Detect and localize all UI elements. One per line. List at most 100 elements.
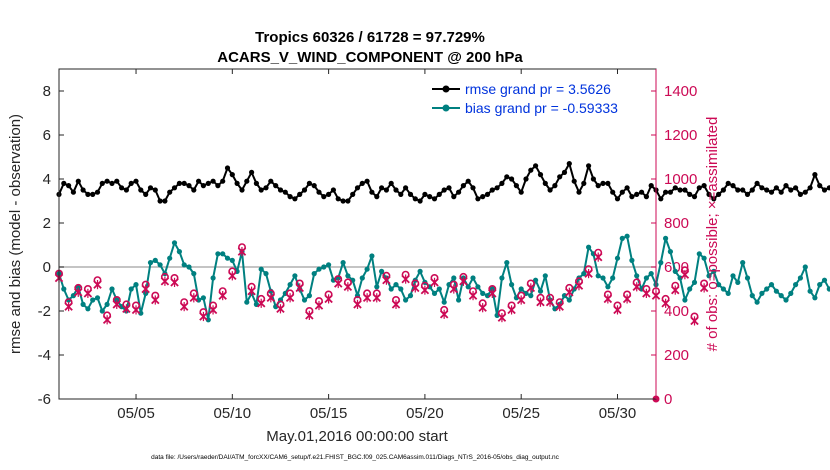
bias-point [407,293,414,299]
rmse-point [826,185,830,191]
rmse-point [229,172,235,178]
rmse-point [547,187,553,193]
obs-assimilated-marker [430,277,439,287]
rmse-point [186,183,192,189]
obs-assimilated-marker [208,305,218,315]
rmse-point [691,194,698,200]
obs-assimilated-marker [362,293,372,303]
rmse-point [744,191,751,197]
rmse-point [528,167,534,173]
rmse-point [470,185,476,191]
y-left-axis-ticks: -6 -4 -2 0 2 4 6 8 [38,83,64,408]
rmse-point [513,183,520,189]
bias-point [369,253,375,259]
rmse-point [518,189,524,195]
bias-point [301,297,308,303]
rmse-point [171,185,178,191]
rmse-point [509,176,515,182]
bias-point [793,282,799,288]
rmse-point [412,196,418,202]
rmse-point [374,194,380,200]
bias-point [533,277,539,283]
rmse-point [321,194,327,200]
obs-assimilated-marker [102,315,112,325]
rmse-point [740,187,746,193]
legend-rmse-label: rmse grand pr = 3.5626 [465,81,611,97]
obs-assimilated-marker [122,304,131,314]
rmse-point [80,187,86,193]
rmse-point [205,180,211,186]
bias-point [561,293,568,299]
rmse-point [119,185,125,191]
bias-point [773,288,780,294]
rmse-point [624,185,630,191]
rmse-point [326,191,332,197]
obs-assimilated-marker [189,293,199,303]
rmse-point [191,187,197,193]
legend-bias-label: bias grand pr = -0.59333 [465,100,618,116]
rmse-point [768,189,775,195]
rmse-point [494,185,500,191]
rmse-point [788,187,794,193]
rmse-point [533,163,539,169]
bias-point [600,275,606,281]
rmse-point [258,187,264,193]
rmse-point [133,178,139,184]
bias-point [229,257,235,263]
bias-point [470,275,476,281]
bias-point [749,293,755,299]
obs-assimilated-marker [545,297,555,307]
rmse-point [600,180,606,186]
bias-point [812,295,818,301]
rmse-point [812,172,818,178]
rmse-point [123,187,129,193]
rmse-point [552,183,558,189]
rmse-point [268,178,274,184]
obs-assimilated-marker [141,284,150,294]
obs-assimilated-marker [131,305,141,315]
bias-point [340,260,346,266]
bias-point [379,268,385,274]
bias-point [821,277,828,283]
rmse-point [220,178,226,184]
bias-point [205,317,211,323]
rmse-point [128,180,134,186]
x-tick-label: 05/15 [310,405,348,422]
rmse-point [330,187,336,193]
bias-point [682,297,688,303]
bias-point [287,282,293,288]
rmse-point [605,180,611,186]
rmse-point [446,185,452,191]
bias-point [417,268,423,274]
bias-point [403,297,409,303]
bias-point [138,310,144,316]
obs-assimilated-marker [391,299,401,309]
rmse-point [273,183,279,189]
obs-assimilated-marker [295,283,304,293]
bias-point [605,284,611,290]
obs-assimilated-marker [314,300,324,311]
bias-point [619,235,625,241]
bias-point [147,260,154,266]
y-left-tick-label: 2 [43,215,51,232]
rmse-point [403,185,409,191]
chart-title-line2: ACARS_V_WIND_COMPONENT @ 200 hPa [217,49,523,66]
obs-assimilated-marker [64,302,73,312]
rmse-point [696,185,702,191]
obs-assimilated-marker [632,282,641,292]
bias-point [797,275,804,281]
rmse-point [451,194,457,200]
obs-assimilated-marker [459,276,468,286]
rmse-point [239,187,245,193]
legend: rmse grand pr = 3.5626 bias grand pr = -… [432,81,618,116]
rmse-point [754,180,760,186]
rmse-point [196,178,202,184]
x-tick-label: 05/05 [117,405,155,422]
bias-point [475,284,481,290]
bias-point [61,286,67,292]
rmse-point [595,183,601,189]
bias-point [263,271,269,277]
obs-assimilated-marker [256,298,266,308]
rmse-point [706,191,712,197]
